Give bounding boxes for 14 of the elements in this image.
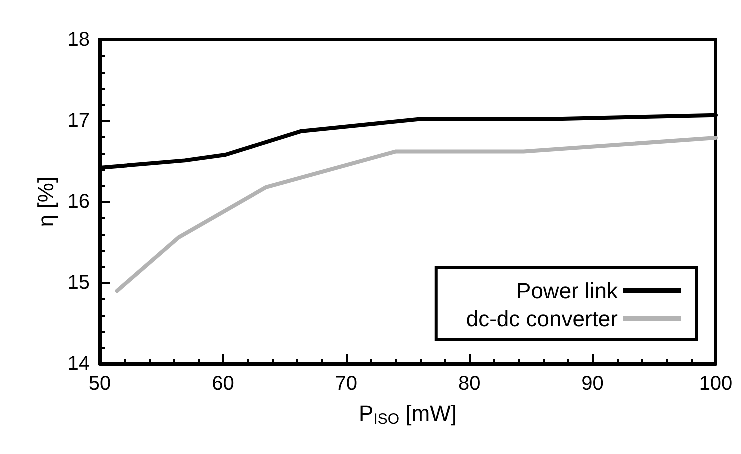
- y-tick-label: 14: [68, 353, 90, 375]
- y-axis-title: η [%]: [33, 176, 58, 228]
- x-tick-label: 70: [335, 373, 358, 395]
- x-tick-label: 50: [88, 373, 112, 395]
- y-tick-label: 15: [68, 272, 90, 294]
- x-tick-label: 80: [458, 373, 481, 395]
- legend-label: dc-dc converter: [466, 306, 618, 332]
- x-tick-label: 100: [699, 373, 733, 395]
- y-tick-label: 16: [68, 191, 90, 213]
- x-tick-label: 60: [212, 373, 234, 395]
- x-tick-label: 90: [582, 373, 604, 395]
- legend-label: Power link: [516, 278, 619, 304]
- y-tick-label: 17: [68, 110, 90, 132]
- y-tick-label: 18: [68, 29, 90, 51]
